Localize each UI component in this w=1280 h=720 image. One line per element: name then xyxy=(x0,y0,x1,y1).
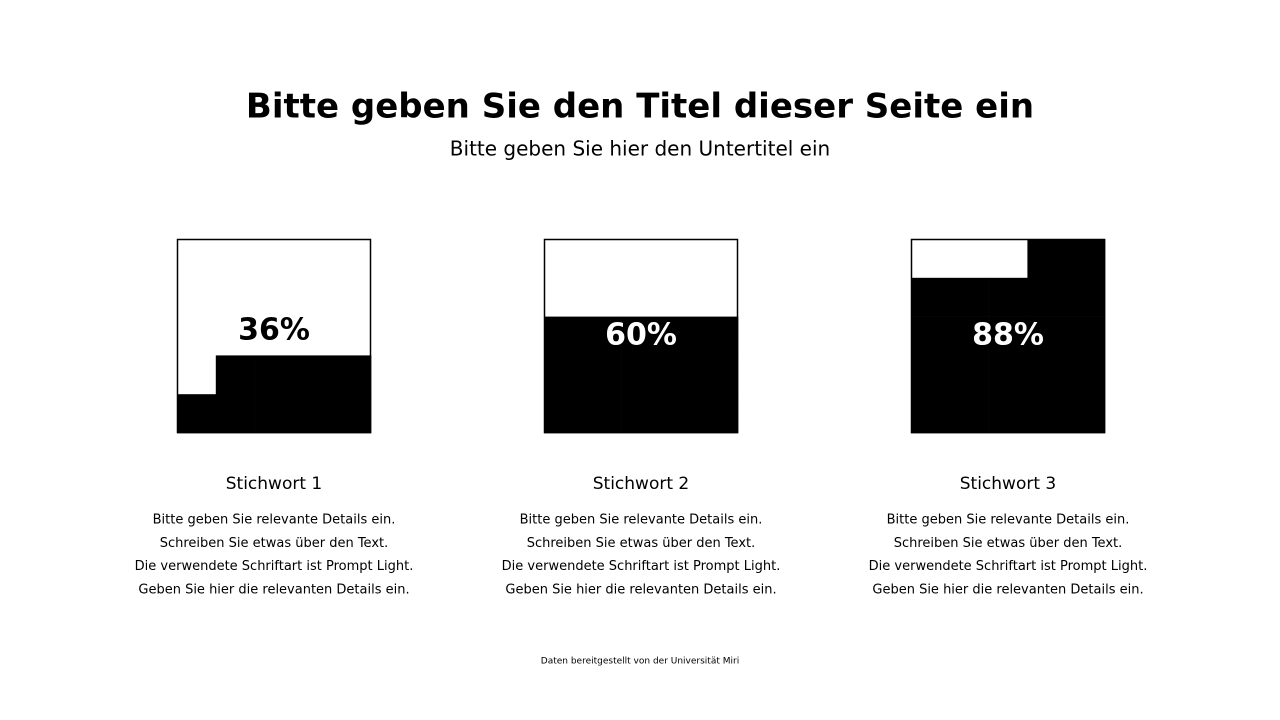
subtitle: Bitte geben Sie hier den Untertitel ein xyxy=(450,137,830,161)
detail-line: Bitte geben Sie relevante Details ein. xyxy=(153,513,396,528)
detail-line: Die verwendete Schriftart ist Prompt Lig… xyxy=(135,559,414,574)
detail-line: Bitte geben Sie relevante Details ein. xyxy=(520,513,763,528)
waffle-cell xyxy=(660,394,700,434)
waffle-cell xyxy=(621,355,661,395)
category-label: Stichwort 1 xyxy=(226,474,322,494)
waffle-cell xyxy=(949,316,989,356)
waffle-cell xyxy=(660,355,700,395)
value-label: 88% xyxy=(972,318,1044,353)
waffle-cell xyxy=(1027,355,1067,395)
waffle-cell xyxy=(544,355,584,395)
waffle-cell xyxy=(1066,316,1106,356)
waffle-cell xyxy=(293,355,333,395)
waffle-cell xyxy=(911,355,951,395)
waffle-cell xyxy=(1066,355,1106,395)
detail-line: Schreiben Sie etwas über den Text. xyxy=(160,536,389,551)
value-label: 36% xyxy=(238,313,310,348)
waffle-cell xyxy=(254,355,294,395)
waffle-cell xyxy=(544,316,584,356)
waffle-cell xyxy=(660,316,700,356)
title: Bitte geben Sie den Titel dieser Seite e… xyxy=(246,87,1034,127)
waffle-cell xyxy=(1027,394,1067,434)
waffle-cell xyxy=(699,355,739,395)
waffle-cell xyxy=(332,394,372,434)
category-label: Stichwort 2 xyxy=(593,474,689,494)
waffle-cell xyxy=(949,355,989,395)
detail-line: Die verwendete Schriftart ist Prompt Lig… xyxy=(502,559,781,574)
waffle-cell xyxy=(988,355,1028,395)
waffle-cell xyxy=(699,316,739,356)
waffle-cell xyxy=(332,355,372,395)
waffle-cell xyxy=(1066,394,1106,434)
waffle-cell xyxy=(911,277,951,317)
waffle-cell xyxy=(582,316,622,356)
waffle-cell xyxy=(544,394,584,434)
waffle-cell xyxy=(1027,316,1067,356)
waffle-cell xyxy=(949,277,989,317)
waffle-cell xyxy=(988,316,1028,356)
waffle-cell xyxy=(1066,239,1106,279)
waffle-cell xyxy=(988,277,1028,317)
waffle-cell xyxy=(621,316,661,356)
waffle-cell xyxy=(582,355,622,395)
detail-line: Die verwendete Schriftart ist Prompt Lig… xyxy=(869,559,1148,574)
waffle-cell xyxy=(215,394,255,434)
source-note: Daten bereitgestellt von der Universität… xyxy=(541,657,739,667)
value-label: 60% xyxy=(605,318,677,353)
waffle-cell xyxy=(949,394,989,434)
waffle-cell xyxy=(621,394,661,434)
waffle-cell xyxy=(1027,277,1067,317)
waffle-cell xyxy=(254,394,294,434)
waffle-cell xyxy=(699,394,739,434)
waffle-cell xyxy=(911,394,951,434)
detail-line: Bitte geben Sie relevante Details ein. xyxy=(887,513,1130,528)
detail-line: Schreiben Sie etwas über den Text. xyxy=(527,536,756,551)
detail-line: Geben Sie hier die relevanten Details ei… xyxy=(138,582,409,597)
detail-line: Schreiben Sie etwas über den Text. xyxy=(894,536,1123,551)
waffle-cell xyxy=(911,316,951,356)
waffle-cell xyxy=(215,355,255,395)
waffle-cell xyxy=(988,394,1028,434)
waffle-cell xyxy=(293,394,333,434)
waffle-cell xyxy=(1027,239,1067,279)
detail-line: Geben Sie hier die relevanten Details ei… xyxy=(505,582,776,597)
category-label: Stichwort 3 xyxy=(960,474,1056,494)
waffle-cell xyxy=(582,394,622,434)
waffle-cell xyxy=(177,394,217,434)
waffle-cell xyxy=(1066,277,1106,317)
detail-line: Geben Sie hier die relevanten Details ei… xyxy=(872,582,1143,597)
